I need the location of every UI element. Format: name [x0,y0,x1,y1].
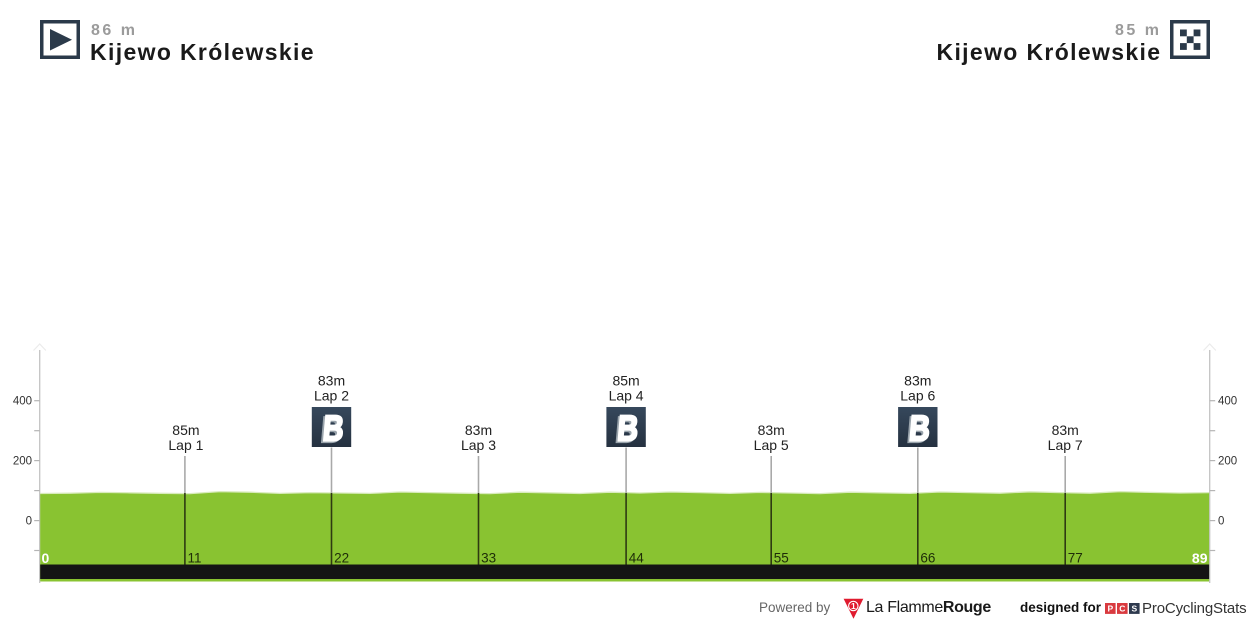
svg-text:200: 200 [13,456,32,468]
svg-text:200: 200 [1218,456,1237,468]
svg-text:83m: 83m [465,422,492,438]
svg-text:77: 77 [1068,550,1083,565]
svg-text:66: 66 [920,550,935,565]
svg-text:Lap 3: Lap 3 [461,437,496,453]
svg-text:400: 400 [13,396,32,408]
svg-text:89: 89 [1192,550,1208,566]
svg-text:0: 0 [42,550,50,566]
svg-text:83m: 83m [758,422,785,438]
svg-text:85m: 85m [612,373,639,389]
svg-text:0: 0 [26,516,32,528]
svg-text:83m: 83m [1052,422,1079,438]
svg-text:400: 400 [1218,396,1237,408]
svg-text:0: 0 [1218,516,1224,528]
svg-text:P: P [1107,604,1113,614]
svg-text:Lap 2: Lap 2 [314,388,349,404]
svg-text:Lap 4: Lap 4 [609,388,644,404]
svg-text:C: C [1119,604,1125,614]
svg-text:S: S [1131,604,1137,614]
svg-text:83m: 83m [904,373,931,389]
svg-text:83m: 83m [318,373,345,389]
svg-text:Lap 1: Lap 1 [168,437,203,453]
svg-text:44: 44 [629,550,645,565]
svg-text:22: 22 [334,550,349,565]
svg-text:55: 55 [774,550,789,565]
svg-text:11: 11 [188,550,202,565]
svg-text:85m: 85m [172,422,199,438]
svg-text:Lap 5: Lap 5 [754,437,789,453]
svg-text:1: 1 [851,601,856,611]
svg-text:33: 33 [481,550,496,565]
svg-text:Lap 7: Lap 7 [1048,437,1083,453]
svg-text:Lap 6: Lap 6 [900,388,935,404]
